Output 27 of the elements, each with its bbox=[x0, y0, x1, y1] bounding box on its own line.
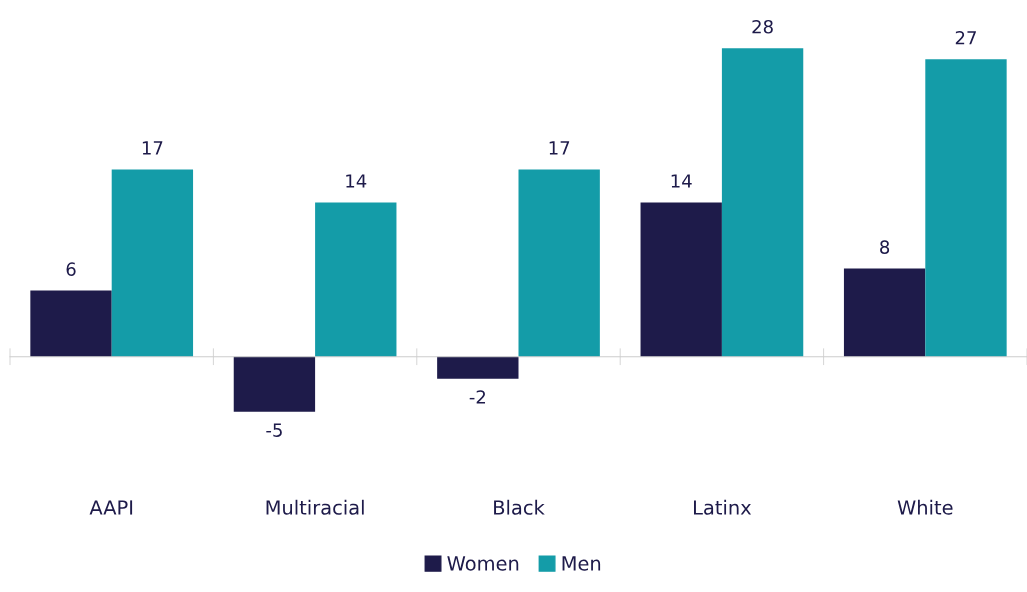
x-tick-label: AAPI bbox=[89, 500, 133, 515]
legend-label: Women bbox=[447, 556, 519, 571]
x-tick-label: Black bbox=[494, 499, 545, 515]
data-label: 28 bbox=[752, 19, 773, 34]
data-label: 17 bbox=[142, 141, 163, 155]
x-tick-label: Multiracial bbox=[266, 499, 364, 515]
data-label: 8 bbox=[880, 240, 890, 254]
bar bbox=[843, 268, 926, 357]
bar bbox=[315, 202, 397, 357]
data-label: 27 bbox=[955, 30, 976, 45]
bar bbox=[437, 356, 519, 379]
legend-label: Men bbox=[562, 556, 601, 571]
bar bbox=[233, 356, 316, 412]
data-label: -5 bbox=[266, 423, 282, 437]
data-label: -2 bbox=[469, 390, 486, 404]
bar bbox=[30, 290, 112, 357]
data-label: 14 bbox=[671, 174, 692, 188]
bar bbox=[721, 48, 804, 357]
x-tick-label: Latinx bbox=[694, 499, 752, 515]
bar bbox=[111, 169, 194, 357]
data-label: 14 bbox=[346, 174, 367, 188]
data-label: 6 bbox=[66, 262, 76, 276]
data-label: 17 bbox=[549, 141, 570, 155]
bar bbox=[640, 202, 722, 357]
x-tick-label: White bbox=[897, 499, 953, 515]
bar bbox=[925, 59, 1007, 357]
bar bbox=[518, 169, 600, 357]
